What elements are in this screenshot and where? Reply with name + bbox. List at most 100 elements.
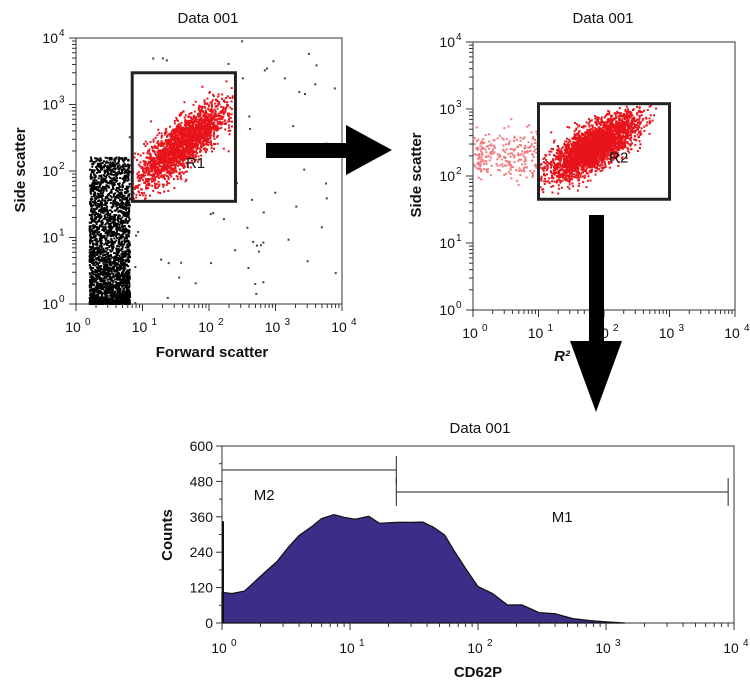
gated-event-point bbox=[132, 192, 135, 195]
gated-event-point bbox=[202, 130, 205, 133]
event-point bbox=[123, 158, 126, 161]
gated-event-point bbox=[160, 132, 163, 135]
event-point bbox=[98, 277, 101, 280]
gated-event-point bbox=[181, 171, 184, 174]
gated-event-point bbox=[179, 152, 182, 155]
event-point bbox=[123, 291, 126, 294]
event-point bbox=[100, 176, 103, 179]
event-point bbox=[90, 299, 93, 302]
gated-event-point bbox=[204, 151, 207, 154]
event-point bbox=[89, 173, 92, 176]
event-point bbox=[93, 214, 96, 217]
event-point bbox=[117, 233, 120, 236]
event-point bbox=[120, 206, 123, 209]
gated-event-point bbox=[181, 130, 184, 133]
event-point bbox=[111, 276, 114, 279]
gated-event-point bbox=[150, 180, 153, 183]
event-point bbox=[118, 302, 121, 305]
event-point bbox=[118, 164, 121, 167]
gated-event-point bbox=[157, 132, 160, 135]
event-point bbox=[98, 231, 101, 234]
event-point bbox=[102, 227, 105, 230]
gated-event-point bbox=[198, 130, 201, 133]
event-point bbox=[121, 246, 124, 249]
event-point bbox=[110, 244, 113, 247]
gated-event-point bbox=[217, 102, 220, 105]
event-point bbox=[89, 251, 92, 254]
gated-event-point bbox=[187, 150, 190, 153]
event-point bbox=[106, 157, 109, 160]
event-point bbox=[110, 216, 113, 219]
gated-event-point bbox=[186, 143, 189, 146]
event-point bbox=[135, 234, 138, 237]
gated-event-point bbox=[163, 161, 166, 164]
gated-event-point bbox=[169, 168, 172, 171]
event-point bbox=[90, 158, 93, 161]
event-point bbox=[114, 158, 117, 161]
event-point bbox=[111, 268, 114, 271]
event-point bbox=[121, 230, 124, 233]
gated-event-point bbox=[183, 158, 186, 161]
gated-event-point bbox=[186, 163, 189, 166]
event-point bbox=[93, 262, 96, 265]
event-point bbox=[125, 171, 128, 174]
gated-event-point bbox=[138, 193, 141, 196]
gated-event-point bbox=[181, 149, 184, 152]
x-tick-label: 10 bbox=[198, 319, 214, 335]
event-point bbox=[105, 275, 108, 278]
event-point bbox=[98, 205, 101, 208]
gated-event-point bbox=[186, 121, 189, 124]
gated-event-point bbox=[169, 125, 172, 128]
event-point bbox=[112, 195, 115, 198]
gated-event-point bbox=[158, 163, 161, 166]
gated-event-point bbox=[202, 128, 205, 131]
event-point bbox=[93, 216, 96, 219]
event-point bbox=[122, 275, 125, 278]
gated-event-point bbox=[144, 164, 147, 167]
gated-event-point bbox=[197, 121, 200, 124]
event-point bbox=[107, 252, 110, 255]
event-point bbox=[107, 292, 110, 295]
event-point bbox=[120, 236, 123, 239]
gated-event-point bbox=[214, 110, 217, 113]
gated-event-point bbox=[201, 129, 204, 132]
event-point bbox=[97, 300, 100, 303]
event-point bbox=[96, 167, 99, 170]
gated-event-point bbox=[176, 119, 179, 122]
event-point bbox=[125, 200, 128, 203]
gated-event-point bbox=[193, 120, 196, 123]
event-point bbox=[119, 274, 122, 277]
event-point bbox=[99, 286, 102, 289]
event-point bbox=[97, 202, 100, 205]
gated-event-point bbox=[186, 146, 189, 149]
event-point bbox=[104, 259, 107, 262]
gated-event-point bbox=[207, 139, 210, 142]
gated-event-point bbox=[212, 142, 215, 145]
gated-event-point bbox=[203, 139, 206, 142]
event-point bbox=[108, 234, 111, 237]
event-point bbox=[106, 283, 109, 286]
gated-event-point bbox=[160, 160, 163, 163]
event-point bbox=[90, 189, 93, 192]
event-point bbox=[119, 176, 122, 179]
event-point bbox=[88, 251, 91, 254]
gated-event-point bbox=[176, 175, 179, 178]
gated-event-point bbox=[226, 100, 229, 103]
gated-event-point bbox=[153, 168, 156, 171]
gated-event-point bbox=[202, 126, 205, 129]
gated-event-point bbox=[146, 164, 149, 167]
gated-event-point bbox=[167, 170, 170, 173]
gated-event-point bbox=[173, 155, 176, 158]
event-point bbox=[92, 189, 95, 192]
event-point bbox=[124, 218, 127, 221]
gated-event-point bbox=[150, 145, 153, 148]
gated-event-point bbox=[196, 127, 199, 130]
gated-event-point bbox=[588, 121, 591, 124]
event-point bbox=[116, 259, 119, 262]
event-point bbox=[98, 174, 101, 177]
event-point bbox=[128, 193, 131, 196]
event-point bbox=[110, 229, 113, 232]
event-point bbox=[102, 229, 105, 232]
gated-event-point bbox=[165, 144, 168, 147]
gated-event-point bbox=[169, 167, 172, 170]
